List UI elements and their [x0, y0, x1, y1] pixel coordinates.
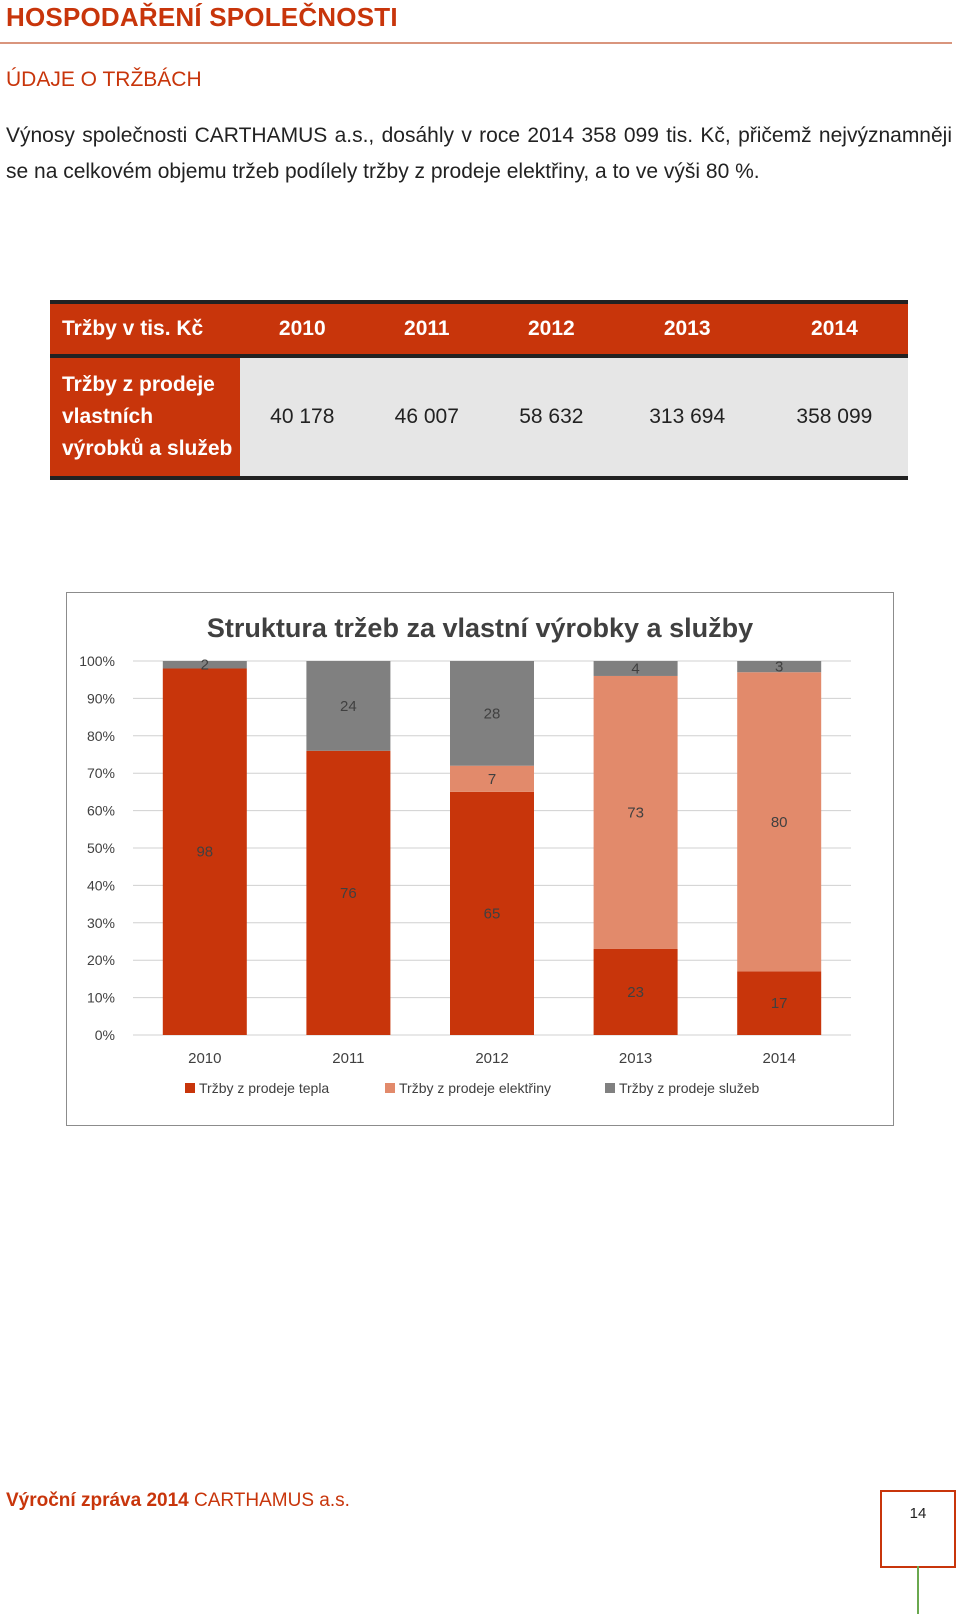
y-tick-label: 10%	[87, 990, 115, 1006]
x-tick-label: 2012	[475, 1050, 508, 1067]
page-number: 14	[880, 1490, 956, 1568]
data-label: 7	[488, 771, 496, 788]
table-header-cell: 2011	[364, 300, 490, 358]
row-label-line: výrobků a služeb	[62, 437, 233, 460]
table-header-cell: 2012	[489, 300, 614, 358]
data-label: 23	[627, 984, 644, 1001]
x-tick-label: 2011	[332, 1050, 364, 1067]
data-label: 2	[201, 657, 209, 674]
revenue-table: Tržby v tis. Kč 2010 2011 2012 2013 2014…	[50, 300, 908, 480]
footer-company: CARTHAMUS a.s.	[194, 1490, 350, 1511]
data-label: 73	[627, 804, 644, 821]
footer-report-label: Výroční zpráva 2014	[6, 1490, 189, 1511]
table-cell: 58 632	[489, 356, 614, 480]
y-tick-label: 20%	[87, 952, 115, 968]
bar-segment	[162, 661, 247, 669]
bar-segment	[306, 750, 391, 1035]
table-header-cell: 2014	[760, 300, 908, 358]
table-header-cell: 2010	[240, 300, 365, 358]
table-row: Tržby z prodeje vlastních výrobků a služ…	[50, 356, 908, 480]
legend-label: Tržby z prodeje služeb	[619, 1080, 760, 1096]
row-label-line: vlastních	[62, 405, 154, 428]
legend-label: Tržby z prodeje tepla	[199, 1080, 329, 1096]
revenue-structure-chart: Struktura tržeb za vlastní výrobky a slu…	[66, 592, 894, 1126]
table-cell: 313 694	[613, 356, 761, 480]
table-header-row: Tržby v tis. Kč 2010 2011 2012 2013 2014	[50, 300, 908, 358]
legend-label: Tržby z prodeje elektřiny	[399, 1080, 551, 1096]
intro-paragraph: Výnosy společnosti CARTHAMUS a.s., dosáh…	[6, 124, 952, 183]
data-label: 80	[771, 814, 788, 831]
bar-segment	[593, 661, 678, 676]
data-label: 65	[484, 905, 501, 922]
table-cell: 358 099	[760, 356, 908, 480]
y-tick-label: 40%	[87, 877, 115, 893]
bar-segment	[593, 675, 678, 949]
bar-segment	[162, 668, 247, 1035]
legend-swatch	[185, 1083, 195, 1093]
page-title: HOSPODAŘENÍ SPOLEČNOSTI	[6, 2, 398, 32]
y-tick-label: 0%	[95, 1027, 115, 1043]
chart-canvas: Struktura tržeb za vlastní výrobky a slu…	[79, 613, 851, 1096]
table-cell: 46 007	[364, 356, 490, 480]
table-header-cell: Tržby v tis. Kč	[50, 300, 240, 358]
y-tick-label: 30%	[87, 915, 115, 931]
section-title: ÚDAJE O TRŽBÁCH	[6, 68, 202, 91]
row-label-line: Tržby z prodeje	[62, 373, 215, 396]
data-label: 4	[631, 660, 639, 677]
bar-segment	[593, 948, 678, 1035]
title-divider	[0, 42, 952, 44]
bar-segment	[450, 765, 534, 792]
data-label: 76	[340, 885, 357, 902]
bar-segment	[450, 661, 534, 766]
x-tick-label: 2014	[763, 1050, 796, 1067]
table-row-label: Tržby z prodeje vlastních výrobků a služ…	[50, 356, 240, 480]
data-label: 3	[775, 659, 783, 676]
chart-title: Struktura tržeb za vlastní výrobky a slu…	[207, 613, 753, 643]
footer: Výroční zpráva 2014 CARTHAMUS a.s.	[6, 1490, 350, 1512]
bar-segment	[737, 661, 822, 673]
y-tick-label: 70%	[87, 765, 115, 781]
page-number-line	[917, 1566, 919, 1614]
data-label: 98	[196, 844, 213, 861]
x-tick-label: 2010	[188, 1050, 221, 1067]
y-tick-label: 80%	[87, 728, 115, 744]
data-label: 17	[771, 995, 788, 1012]
data-label: 28	[484, 705, 501, 722]
bar-segment	[306, 661, 391, 751]
legend-swatch	[605, 1083, 615, 1093]
x-tick-label: 2013	[619, 1050, 652, 1067]
bar-segment	[737, 971, 822, 1035]
table-header-cell: 2013	[613, 300, 761, 358]
y-tick-label: 90%	[87, 690, 115, 706]
bar-segment	[450, 791, 534, 1035]
data-label: 24	[340, 698, 357, 715]
y-tick-label: 50%	[87, 840, 115, 856]
bar-segment	[737, 672, 822, 972]
legend-swatch	[385, 1083, 395, 1093]
y-tick-label: 100%	[79, 653, 115, 669]
table-cell: 40 178	[240, 356, 365, 480]
y-tick-label: 60%	[87, 803, 115, 819]
